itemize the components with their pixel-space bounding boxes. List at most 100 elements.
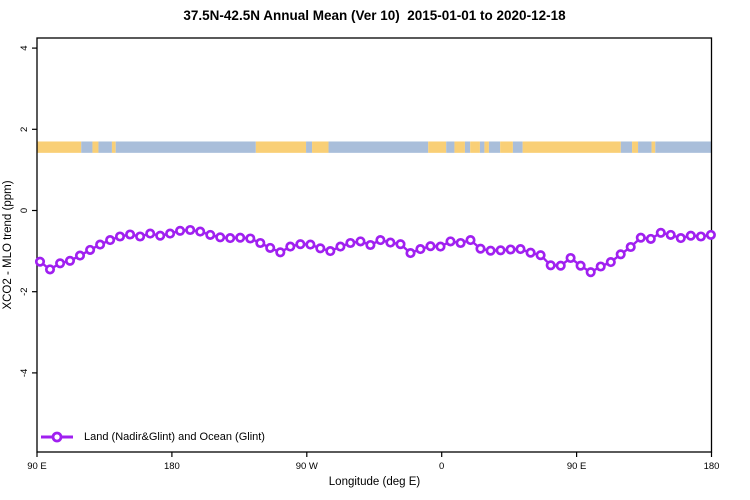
- map-band-segment-ocean: [638, 141, 652, 153]
- data-point-marker: [365, 239, 376, 251]
- y-axis-title: XCO2 - MLO trend (ppm): [2, 180, 14, 310]
- map-band-segment-ocean: [620, 141, 633, 153]
- map-band-segment-land: [37, 141, 82, 153]
- map-band-segment-ocean: [488, 141, 501, 153]
- data-point-marker: [195, 226, 206, 237]
- legend-label: Land (Nadir&Glint) and Ocean (Glint): [84, 431, 265, 443]
- data-point-marker: [675, 233, 686, 244]
- data-point-marker: [215, 232, 226, 243]
- data-point-marker: [585, 267, 596, 278]
- data-point-marker: [245, 233, 256, 244]
- data-point-marker: [645, 233, 656, 244]
- data-point-marker: [55, 258, 66, 269]
- data-point-marker: [555, 260, 566, 271]
- data-point-marker: [175, 225, 186, 236]
- data-point-marker: [355, 236, 366, 247]
- data-point-marker: [695, 231, 706, 242]
- data-point-marker: [295, 239, 306, 250]
- data-point-marker: [375, 235, 386, 246]
- map-band-segment-land: [484, 141, 489, 153]
- map-band-segment-ocean: [446, 141, 455, 153]
- data-point-marker: [445, 236, 456, 247]
- data-point-marker: [85, 244, 96, 255]
- data-point-marker: [345, 237, 356, 249]
- data-point-marker: [575, 260, 586, 271]
- data-point-marker: [114, 231, 126, 242]
- x-tick-label: 180: [704, 461, 720, 472]
- data-point-marker: [605, 257, 616, 268]
- x-tick-label: 90 E: [567, 461, 587, 472]
- data-point-marker: [535, 250, 546, 261]
- data-point-marker: [44, 264, 56, 275]
- data-point-marker: [515, 244, 526, 255]
- axes: 90 E 180 90 W 0 90 E 180 4 2 0 -2 -4: [19, 37, 720, 472]
- map-band-segment-ocean: [306, 141, 313, 153]
- map-band-segment-land: [92, 141, 99, 153]
- data-point-marker: [615, 249, 626, 260]
- map-band-segment-land: [111, 141, 116, 153]
- map-band-segment-land: [632, 141, 639, 153]
- map-band-segment-ocean: [479, 141, 485, 153]
- data-point-marker: [455, 237, 466, 249]
- map-band-segment-ocean: [464, 141, 471, 153]
- map-band-segment-ocean: [115, 141, 256, 153]
- data-point-marker: [95, 239, 106, 250]
- map-band-segment-land: [470, 141, 480, 153]
- data-point-marker: [135, 231, 146, 242]
- data-point-marker: [125, 229, 136, 240]
- data-point-marker: [395, 239, 406, 250]
- map-band-segment-ocean: [98, 141, 112, 153]
- map-band-segment-ocean: [512, 141, 523, 153]
- data-point-marker: [225, 233, 236, 244]
- data-point-marker: [105, 235, 116, 246]
- data-point-marker: [655, 227, 666, 238]
- y-tick-label: -2: [19, 287, 30, 295]
- map-band-segment-land: [651, 141, 656, 153]
- data-point-marker: [315, 243, 326, 254]
- data-point-marker: [425, 241, 436, 252]
- data-point-marker: [435, 241, 446, 252]
- data-point-marker: [305, 239, 316, 250]
- data-point-marker: [64, 255, 76, 266]
- data-point-marker: [335, 241, 346, 252]
- map-band-segment-land: [312, 141, 329, 153]
- map-band-segment-land: [522, 141, 621, 153]
- data-point-marker: [145, 228, 156, 239]
- data-point-marker: [465, 235, 476, 246]
- data-point-marker: [625, 241, 636, 253]
- data-point-marker: [255, 237, 266, 249]
- data-point-marker: [405, 248, 416, 259]
- data-point-marker: [325, 246, 336, 257]
- map-band-segment-land: [500, 141, 513, 153]
- x-tick-label: 180: [164, 461, 180, 472]
- map-band-segment-land: [428, 141, 447, 153]
- data-point-marker: [475, 243, 486, 254]
- y-tick-label: 0: [19, 208, 30, 213]
- chart-title: 37.5N-42.5N Annual Mean (Ver 10) 2015-01…: [183, 8, 566, 23]
- data-point-marker: [235, 232, 246, 243]
- data-point-marker: [665, 229, 676, 240]
- plot-box: [36, 37, 713, 453]
- data-point-marker: [205, 229, 216, 240]
- y-tick-label: 4: [19, 45, 30, 50]
- data-point-marker: [685, 230, 696, 241]
- data-point-marker: [525, 247, 536, 258]
- data-point-marker: [155, 230, 166, 241]
- data-point-marker: [545, 260, 556, 271]
- x-axis-title: Longitude (deg E): [328, 476, 421, 488]
- data-point-marker: [595, 261, 606, 272]
- data-point-marker: [705, 229, 716, 240]
- legend: Land (Nadir&Glint) and Ocean (Glint): [40, 429, 265, 445]
- data-point-marker: [165, 228, 176, 239]
- data-point-marker: [185, 224, 196, 236]
- data-point-marker: [505, 244, 516, 255]
- x-tick-label: 90 W: [296, 461, 318, 472]
- y-tick-label: -4: [19, 369, 30, 377]
- x-tick-label: 0: [439, 461, 444, 472]
- data-point-marker: [565, 252, 576, 264]
- data-point-marker: [74, 250, 86, 261]
- data-point-marker: [635, 232, 646, 243]
- data-point-marker: [415, 244, 426, 255]
- x-tick-label: 90 E: [27, 461, 47, 472]
